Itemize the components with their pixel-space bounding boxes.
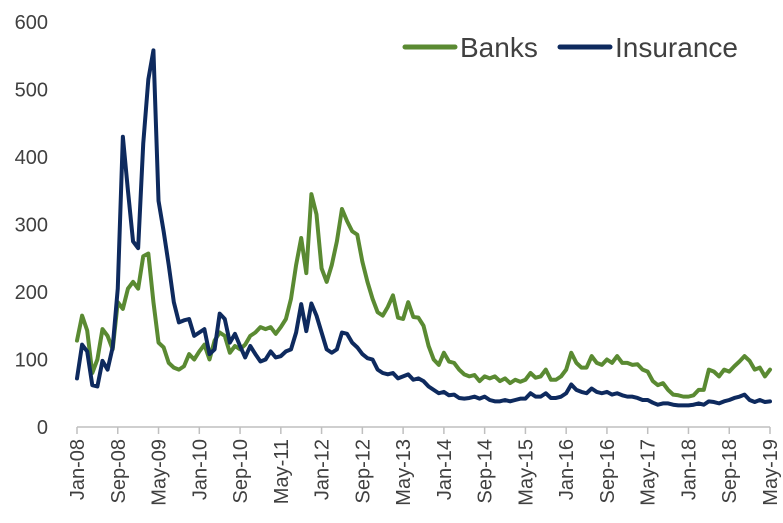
series-line-banks [75, 192, 772, 399]
y-tick-label: 400 [15, 147, 48, 169]
x-tick-label: May-13 [393, 439, 415, 506]
x-tick-label: Sep-10 [230, 439, 252, 504]
y-tick-label: 600 [15, 12, 48, 34]
x-tick-label: Sep-08 [108, 439, 130, 504]
x-tick-label: May-09 [149, 439, 171, 506]
x-tick-label: Jan-08 [67, 439, 89, 500]
y-tick-label: 300 [15, 215, 48, 237]
x-tick-label: May-19 [760, 439, 782, 506]
x-tick-label: May-17 [638, 439, 660, 506]
x-tick-label: Jan-14 [434, 439, 456, 500]
series-line-insurance [75, 48, 772, 408]
x-tick-label: Jan-16 [556, 439, 578, 500]
x-tick-label: Sep-16 [597, 439, 619, 504]
legend-label-banks: Banks [460, 32, 538, 63]
x-tick-label: May-15 [515, 439, 537, 506]
x-tick-label: Jan-12 [312, 439, 334, 500]
legend-label-insurance: Insurance [615, 32, 738, 63]
x-tick-label: Jan-10 [189, 439, 211, 500]
y-tick-label: 500 [15, 80, 48, 102]
y-tick-label: 200 [15, 282, 48, 304]
y-tick-label: 100 [15, 350, 48, 372]
x-tick-label: Jan-18 [678, 439, 700, 500]
y-tick-label: 0 [37, 417, 48, 439]
x-tick-label: Sep-18 [719, 439, 741, 504]
x-tick-label: Sep-14 [475, 439, 497, 504]
x-tick-label: May-11 [271, 439, 293, 504]
x-tick-label: Sep-12 [352, 439, 374, 504]
